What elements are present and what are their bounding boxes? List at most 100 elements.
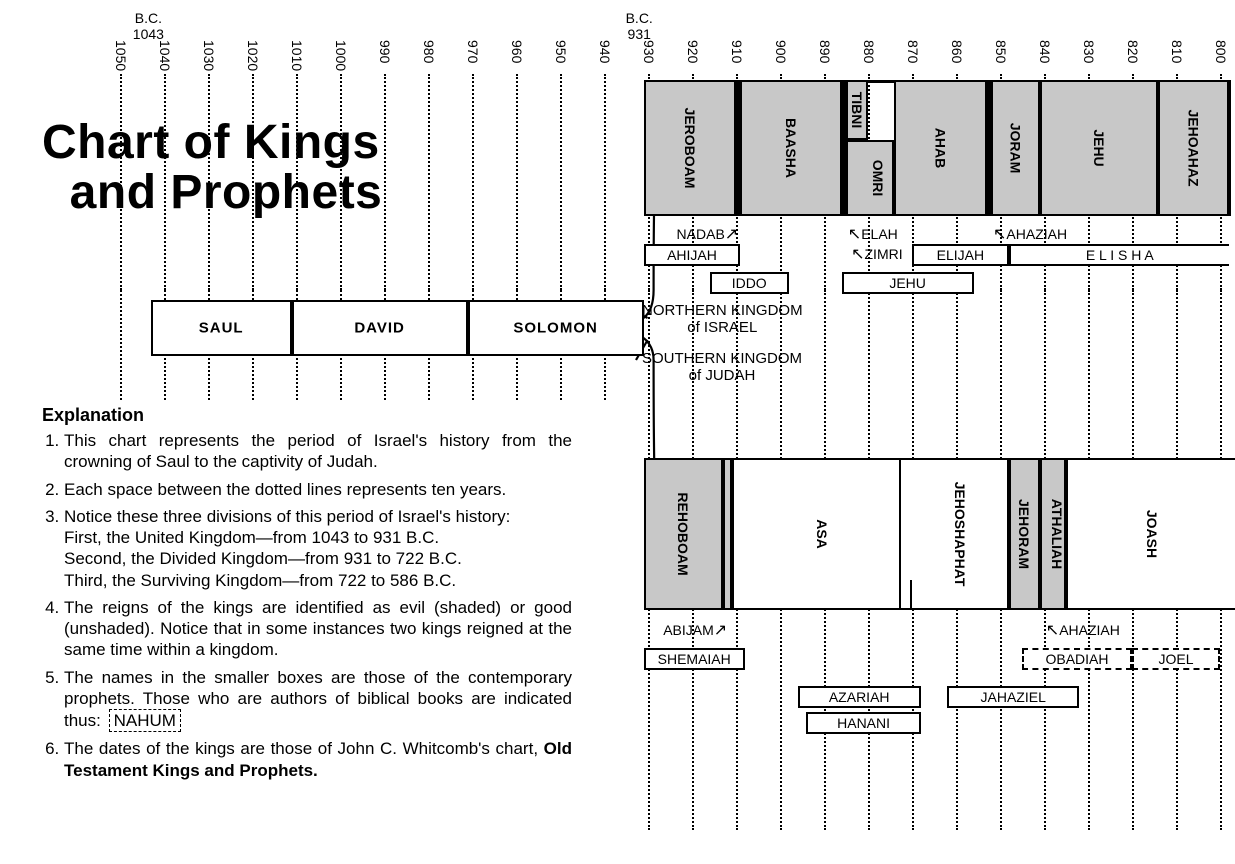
king-jehoshaphat: JEHOSHAPHAT [899, 458, 1009, 610]
king-abijam [723, 458, 732, 610]
tick-label: 820 [1125, 40, 1141, 74]
tick-label: 860 [949, 40, 965, 74]
explanation-heading: Explanation [42, 405, 144, 426]
tick-label: 960 [509, 40, 525, 74]
tick-label: 980 [421, 40, 437, 74]
king-omri: OMRI [846, 140, 894, 216]
king-ahab: AHAB [894, 80, 986, 216]
explanation-item: The dates of the kings are those of John… [64, 738, 572, 781]
gridline [516, 74, 518, 290]
tick-label: 1030 [201, 40, 217, 74]
coregency-notch [899, 580, 912, 610]
king-label: OMRI [870, 160, 886, 197]
king-joram: JORAM [991, 80, 1039, 216]
king-tibni: TIBNI [846, 80, 868, 140]
gridline [164, 74, 166, 290]
tick-label: 850 [993, 40, 1009, 74]
king-jehu: JEHU [1040, 80, 1159, 216]
king-asa: ASA [732, 458, 912, 610]
tick-label: 1020 [245, 40, 261, 74]
prophet-iddo: IDDO [710, 272, 789, 294]
king-label: TIBNI [849, 92, 865, 129]
tick-label: 900 [773, 40, 789, 74]
king-jeroboam: JEROBOAM [644, 80, 736, 216]
king-athaliah: ATHALIAH [1040, 458, 1066, 610]
prophet-elisha: E L I S H A [1009, 244, 1229, 266]
king-label: SAUL [199, 320, 244, 337]
explanation-item: Notice these three divisions of this per… [64, 506, 572, 591]
tick-label: 930 [641, 40, 657, 74]
king-jehoram: JEHORAM [1009, 458, 1040, 610]
tick-label: 970 [465, 40, 481, 74]
king-label: JEHU [1091, 129, 1107, 166]
gridline [472, 74, 474, 290]
gridline [252, 74, 254, 290]
leader-label: ↖ELAH [848, 224, 898, 244]
king-solomon: SOLOMON [468, 300, 644, 356]
prophet-hanani: HANANI [806, 712, 920, 734]
gridline [340, 74, 342, 290]
king-label: DAVID [354, 320, 405, 337]
prophet-jahaziel: JAHAZIEL [947, 686, 1079, 708]
explanation-item: This chart represents the period of Isra… [64, 430, 572, 473]
king-label: JEHORAM [1016, 499, 1032, 569]
king-label: JEROBOAM [682, 108, 698, 189]
prophet-azariah: AZARIAH [798, 686, 921, 708]
tick-label: 890 [817, 40, 833, 74]
king-label: SOLOMON [513, 320, 598, 337]
king-rehoboam: REHOBOAM [644, 458, 723, 610]
explanation-body: This chart represents the period of Isra… [42, 430, 572, 787]
tick-label: 810 [1169, 40, 1185, 74]
gridline [384, 74, 386, 290]
tick-label: 1050 [113, 40, 129, 74]
gridline [560, 74, 562, 290]
tick-label: 870 [905, 40, 921, 74]
tick-label: 910 [729, 40, 745, 74]
leader-label: ↖AHAZIAH [1046, 620, 1120, 640]
prophet-joel: JOEL [1132, 648, 1220, 670]
gridline [428, 74, 430, 290]
explanation-item: Each space between the dotted lines repr… [64, 479, 572, 500]
tick-label: 950 [553, 40, 569, 74]
tick-label: 990 [377, 40, 393, 74]
tick-label: 1010 [289, 40, 305, 74]
prophet-shemaiah: SHEMAIAH [644, 648, 745, 670]
king-label: AHAB [933, 128, 949, 168]
leader-label: NADAB↗ [668, 224, 738, 244]
king-label: JEHOAHAZ [1186, 109, 1202, 186]
gridline [120, 74, 122, 290]
prophet-ahijah: AHIJAH [644, 244, 741, 266]
prophet-obadiah: OBADIAH [1022, 648, 1132, 670]
king-label: JORAM [1007, 123, 1023, 174]
region-label: SOUTHERN KINGDOM of JUDAH [642, 350, 802, 384]
region-label: NORTHERN KINGDOM of ISRAEL [642, 302, 803, 336]
king-label: JOASH [1144, 510, 1160, 558]
king-jehoahaz: JEHOAHAZ [1158, 80, 1228, 216]
prophet-jehu: JEHU [842, 272, 974, 294]
tick-label: 830 [1081, 40, 1097, 74]
prophet-elijah: ELIJAH [912, 244, 1009, 266]
explanation-item: The reigns of the kings are identified a… [64, 597, 572, 661]
gridline [208, 74, 210, 290]
tick-label: 800 [1213, 40, 1229, 74]
explanation-item: The names in the smaller boxes are those… [64, 667, 572, 733]
gridline [296, 74, 298, 290]
leader-label: ↖AHAZIAH [993, 224, 1067, 244]
king-label: ASA [814, 519, 830, 549]
leader-label: ABIJAM↗ [657, 620, 727, 640]
king-saul: SAUL [151, 300, 292, 356]
tick-label: 920 [685, 40, 701, 74]
chart-title: Chart of Kings and Prophets [42, 118, 382, 219]
tick-label: 880 [861, 40, 877, 74]
king-label: REHOBOAM [675, 492, 691, 575]
nahum-example-box: NAHUM [109, 709, 181, 732]
tick-label: 940 [597, 40, 613, 74]
gridline [120, 290, 122, 400]
king-david: DAVID [292, 300, 468, 356]
leader-label: ↖ZIMRI [851, 244, 903, 264]
tick-label: 1040 [157, 40, 173, 74]
key-date: B.C. 1043 [133, 10, 164, 42]
tick-label: 1000 [333, 40, 349, 74]
king-label: BAASHA [783, 118, 799, 178]
gridline [604, 74, 606, 290]
